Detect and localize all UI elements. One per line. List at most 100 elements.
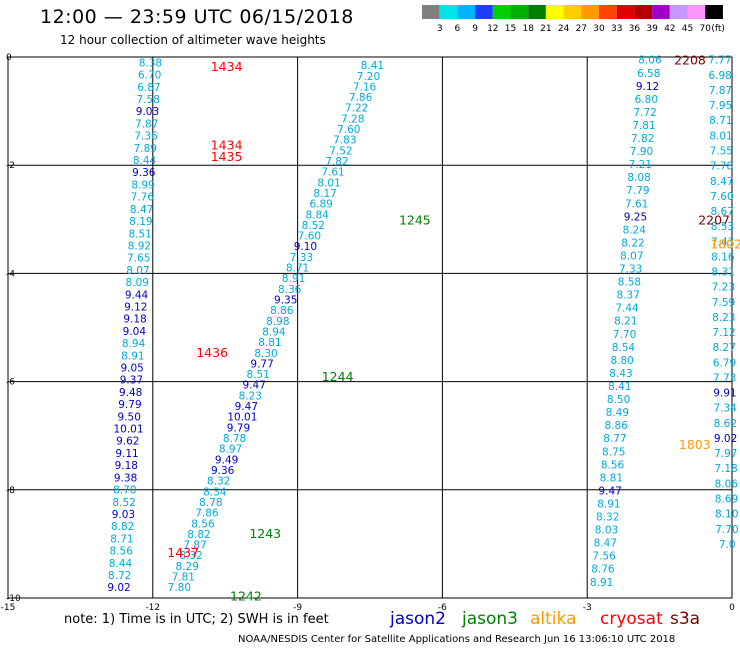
swh-value: 7.21	[629, 159, 652, 171]
swh-value: 7.81	[172, 572, 195, 584]
swh-value: 6.80	[635, 94, 658, 106]
mission-altika: altika	[530, 609, 577, 629]
swh-value: 7.76	[131, 192, 155, 204]
swh-value: 7.87	[709, 85, 732, 97]
swh-value: 7.16	[353, 81, 377, 93]
legend-tick: 21	[540, 24, 551, 34]
legend-tick: 33	[611, 24, 622, 34]
orbit-label: 1803	[679, 437, 711, 452]
footnote: note: 1) Time is in UTC; 2) SWH is in fe…	[64, 612, 329, 627]
swh-value: 8.27	[713, 342, 736, 354]
swh-value: 7.44	[615, 303, 639, 315]
orbit-label: 2207	[698, 212, 730, 227]
y-tick-label: -8	[6, 486, 15, 496]
swh-value: 7.60	[710, 191, 733, 203]
swh-value: 8.51	[246, 369, 269, 381]
swh-value: 7.18	[714, 463, 737, 475]
swh-value: 9.91	[713, 388, 736, 400]
swh-value: 7.87	[135, 118, 158, 130]
swh-value: 8.82	[111, 521, 134, 533]
orbit-label: 1242	[230, 588, 262, 603]
swh-value: 8.07	[126, 265, 149, 277]
swh-value: 8.77	[603, 433, 626, 445]
swh-value: 7.97	[714, 448, 737, 460]
legend-swatch	[616, 5, 635, 19]
swh-value: 7.61	[321, 167, 344, 179]
swh-value: 7.70	[613, 329, 636, 341]
swh-value: 8.76	[591, 564, 615, 576]
swh-value: 7.82	[631, 133, 654, 145]
legend-tick: 39	[646, 24, 658, 34]
swh-value: 8.37	[617, 290, 640, 302]
x-tick-label: -6	[438, 603, 447, 613]
orbit-label: 1436	[196, 345, 228, 360]
swh-value: 10.01	[113, 424, 143, 436]
swh-value: 8.56	[110, 546, 134, 558]
swh-value: 8.78	[199, 497, 222, 509]
swh-value: 9.49	[215, 454, 238, 466]
swh-value: 8.97	[219, 444, 242, 456]
swh-value: 8.51	[128, 228, 151, 240]
swh-value: 7.28	[341, 113, 364, 125]
legend-unit: (ft)	[711, 24, 725, 34]
swh-value: 7.87	[183, 540, 206, 552]
swh-value: 6.89	[309, 199, 332, 211]
swh-value: 9.47	[235, 401, 258, 413]
swh-value: 8.56	[601, 459, 625, 471]
swh-value: 8.91	[282, 273, 305, 285]
legend-tick: 6	[455, 24, 461, 34]
swh-value: 8.06	[638, 55, 662, 67]
swh-value: 6.98	[708, 70, 731, 82]
swh-value: 8.99	[131, 179, 154, 191]
swh-value: 8.22	[621, 237, 644, 249]
swh-value: 7.56	[592, 551, 616, 563]
chart-subtitle: 12 hour collection of altimeter wave hei…	[60, 33, 326, 47]
swh-value: 8.82	[187, 529, 210, 541]
swh-value: 8.84	[306, 209, 330, 221]
swh-value: 8.91	[590, 577, 613, 589]
swh-value: 7.77	[708, 55, 731, 67]
y-tick-label: -2	[6, 161, 15, 171]
swh-value: 10.01	[227, 412, 257, 424]
legend-tick: 27	[576, 24, 587, 34]
swh-value: 7.81	[632, 120, 655, 132]
swh-value: 9.79	[227, 422, 250, 434]
swh-value: 9.11	[115, 448, 138, 460]
swh-value: 9.77	[250, 358, 273, 370]
swh-value: 8.52	[112, 497, 135, 509]
swh-value: 8.70	[113, 485, 136, 497]
swh-value: 7.33	[619, 264, 642, 276]
swh-value: 8.43	[609, 368, 632, 380]
swh-value: 7.22	[345, 103, 368, 115]
swh-value: 7.89	[134, 143, 157, 155]
swh-value: 7.86	[349, 92, 373, 104]
swh-value: 8.19	[129, 216, 152, 228]
swh-value: 7.90	[630, 146, 653, 158]
swh-value: 9.44	[125, 289, 149, 301]
swh-value: 7.72	[633, 107, 656, 119]
legend-swatch	[634, 5, 653, 19]
swh-value: 8.72	[108, 570, 131, 582]
orbit-label: 1434	[211, 59, 243, 74]
swh-value: 8.78	[223, 433, 246, 445]
swh-value: 8.52	[302, 220, 325, 232]
swh-value: 7.52	[329, 145, 352, 157]
swh-value: 7.73	[713, 372, 736, 384]
color-legend: 3 6 9 12 15 18 21 24 27 30 33 36 39 42 45 70 (ft)	[422, 5, 725, 34]
swh-value: 8.86	[270, 305, 294, 317]
legend-swatch	[669, 5, 688, 19]
swh-value: 9.37	[120, 375, 143, 387]
swh-value: 7.12	[712, 327, 735, 339]
swh-value: 7.36	[134, 131, 158, 143]
swh-value: 8.71	[709, 115, 732, 127]
mission-jason3: jason3	[462, 609, 518, 629]
legend-tick: 42	[664, 24, 675, 34]
swh-value: 8.17	[313, 188, 336, 200]
swh-value: 8.10	[715, 509, 738, 521]
swh-value: 8.81	[258, 337, 281, 349]
swh-value: 7.58	[137, 94, 160, 106]
swh-value: 9.18	[123, 314, 146, 326]
swh-value: 7.82	[325, 156, 348, 168]
y-tick-label: -4	[6, 269, 15, 279]
y-tick-label: -10	[6, 594, 21, 604]
